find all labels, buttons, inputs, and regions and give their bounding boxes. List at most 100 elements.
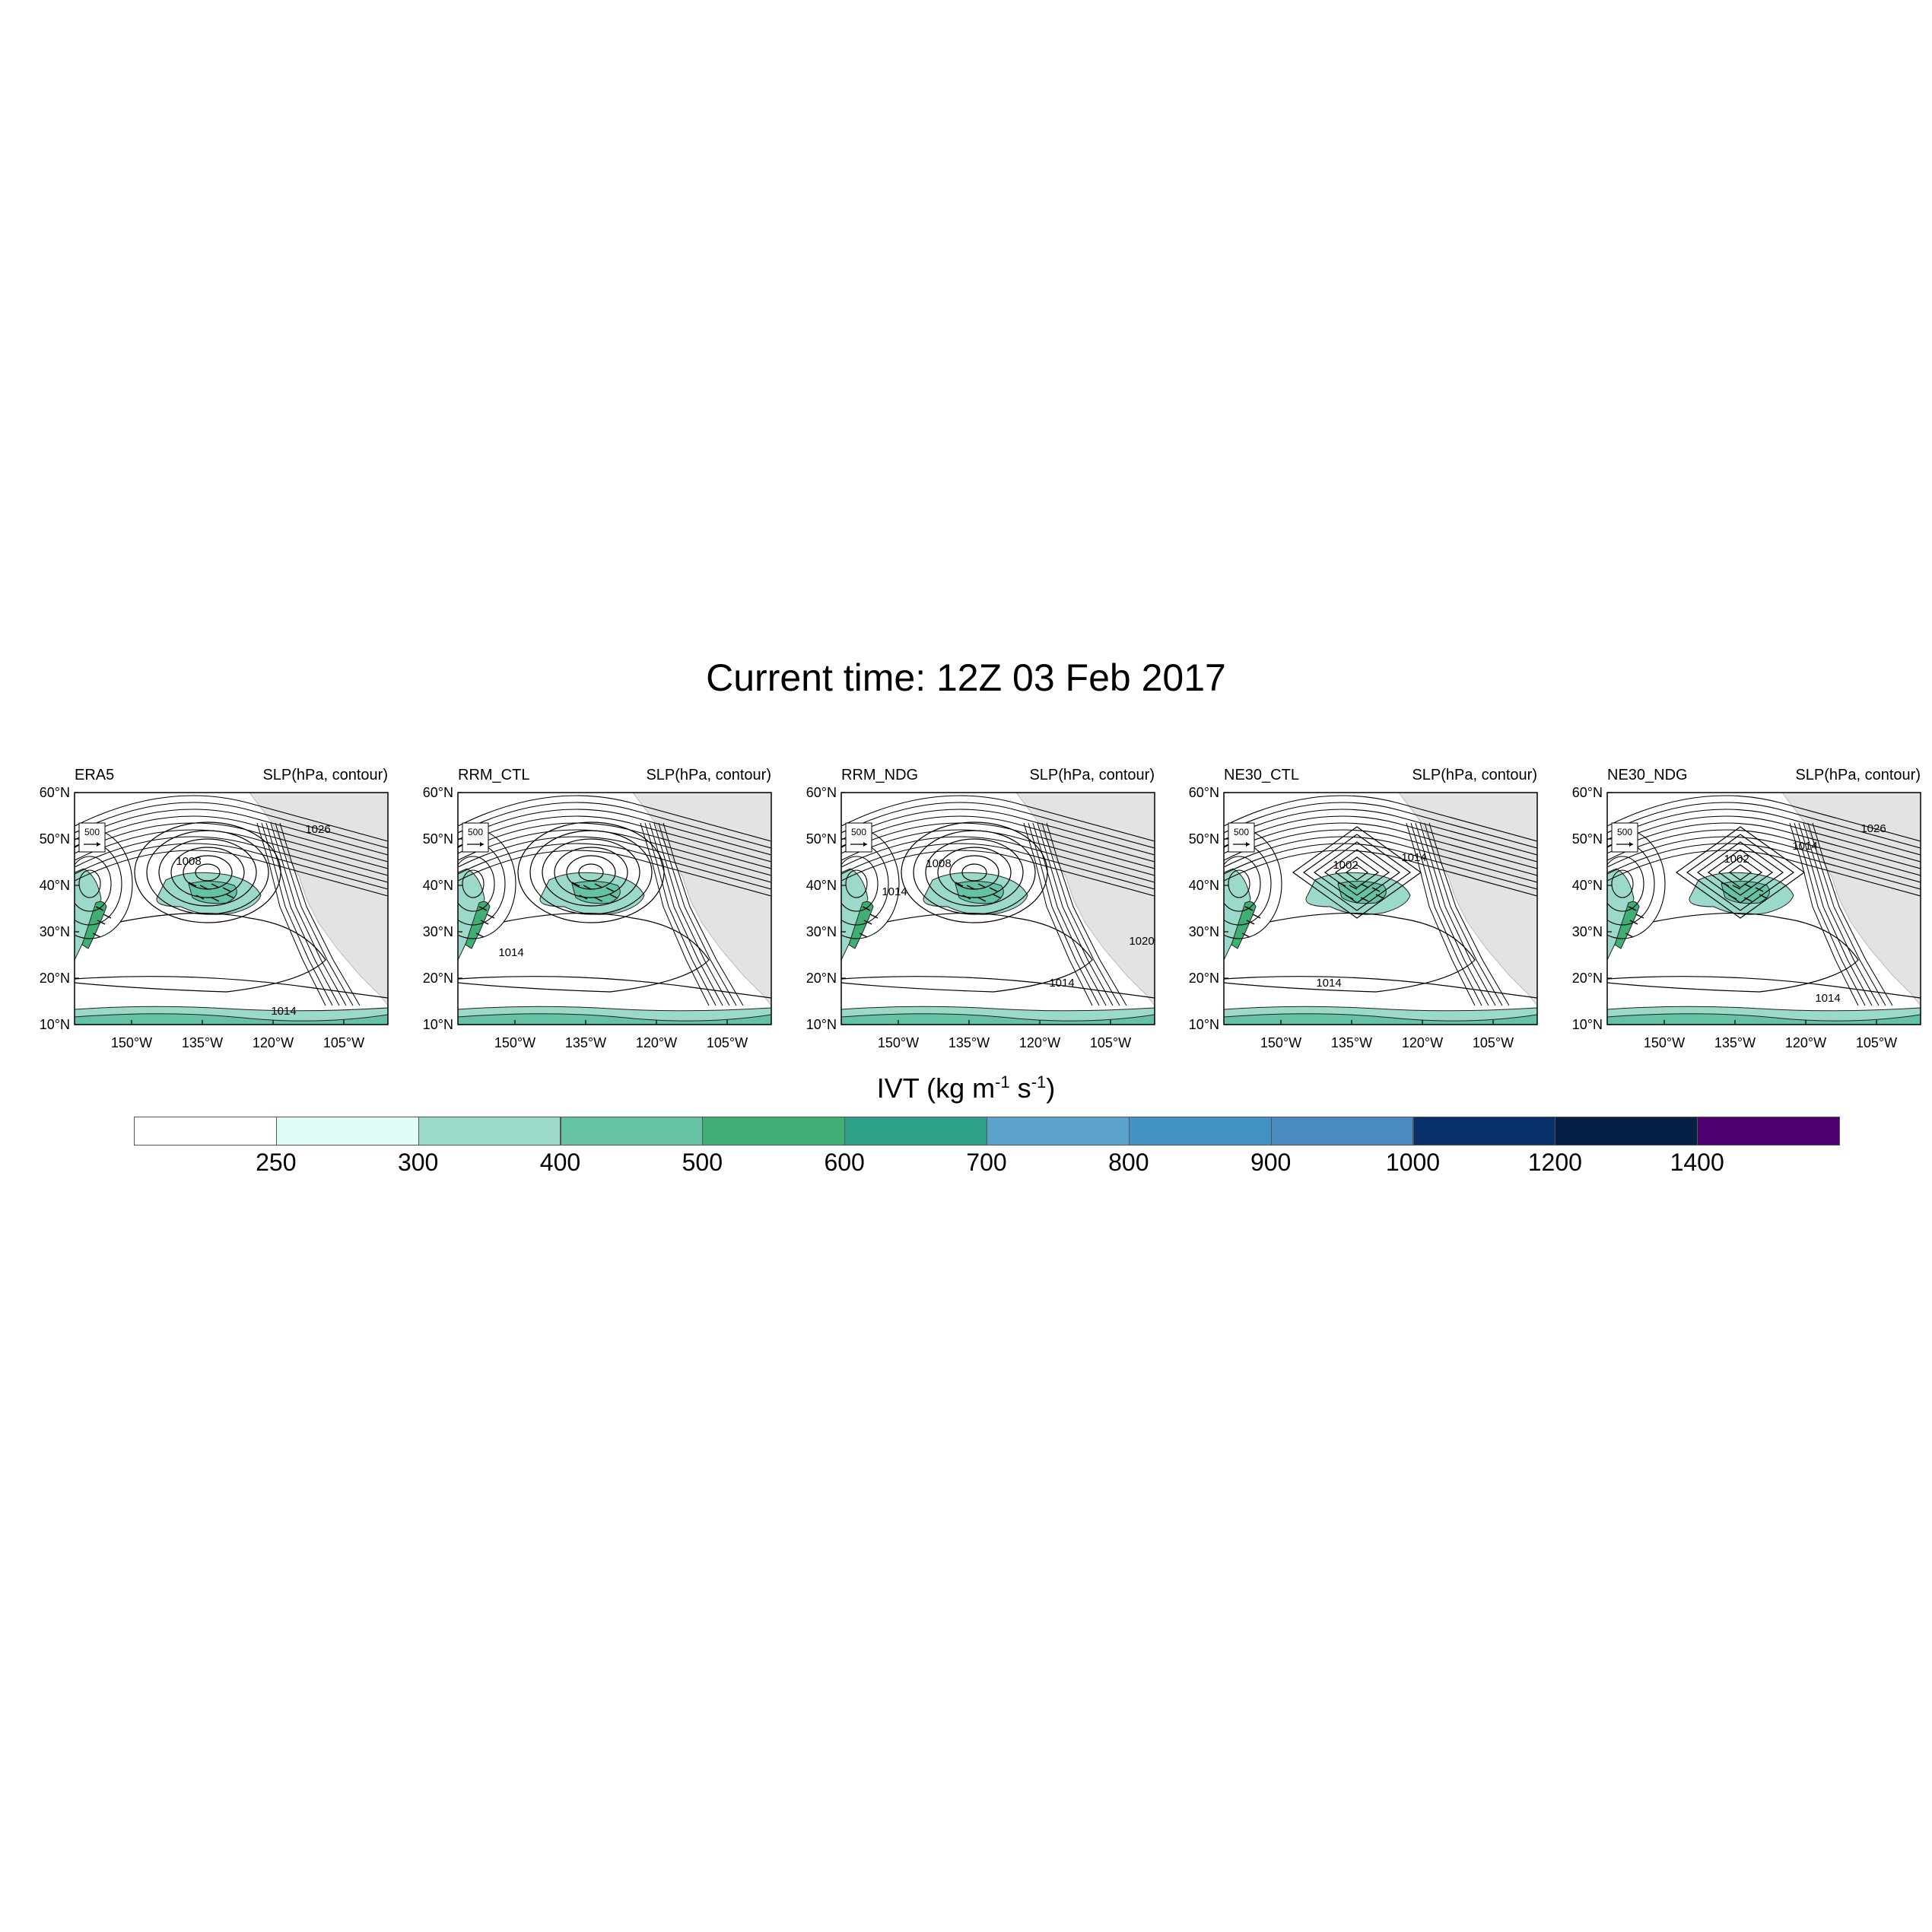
wind-vector: [480, 920, 489, 925]
lat-tick-label: 50°N: [40, 831, 70, 847]
wind-vector: [195, 895, 205, 900]
lat-tick-label: 20°N: [40, 971, 70, 986]
wind-vector: [1349, 885, 1358, 890]
wind-vector: [211, 897, 220, 902]
contour-label: 1014: [1401, 851, 1426, 864]
wind-vector: [594, 897, 603, 902]
reference-vector-label: 500: [84, 827, 100, 837]
lon-tick-label: 150°W: [1260, 1035, 1301, 1050]
contour-label: 1014: [1792, 840, 1817, 853]
lon-tick-label: 135°W: [1714, 1035, 1756, 1050]
wind-vector: [977, 897, 987, 902]
ivt-band-mid: [1224, 1013, 1537, 1025]
lon-tick-label: 135°W: [565, 1035, 606, 1050]
lat-tick-label: 60°N: [1189, 785, 1219, 800]
lat-tick-label: 50°N: [1572, 831, 1603, 847]
map-frame: [1223, 792, 1538, 1025]
contour-label: 1002: [1724, 853, 1749, 866]
wind-vector: [103, 914, 112, 919]
lat-tick-label: 40°N: [423, 878, 453, 893]
wind-vector: [962, 895, 971, 900]
contour-label: 1014: [1316, 977, 1341, 990]
map-panel-rrm-ndg: RRM_NDG SLP(hPa, contour) 1008 1014 1014 1020…: [790, 761, 1185, 1072]
reference-vector-box: [462, 822, 489, 853]
lat-tick-label: 20°N: [1572, 971, 1603, 986]
wind-vector: [977, 883, 987, 888]
panel-right-title: SLP(hPa, contour): [1795, 767, 1921, 783]
lat-tick-label: 10°N: [1572, 1017, 1603, 1032]
wind-vector: [993, 894, 1002, 899]
colorbar-tick-label: 400: [539, 1149, 581, 1176]
reference-vector-box: [1611, 822, 1638, 853]
reference-vector-label: 500: [468, 827, 483, 837]
lon-tick-label: 135°W: [182, 1035, 223, 1050]
colorbar-segment: [275, 1117, 419, 1146]
wind-vector: [95, 906, 104, 911]
wind-vector: [1732, 885, 1741, 890]
lat-tick-label: 60°N: [40, 785, 70, 800]
lat-tick-label: 30°N: [1572, 924, 1603, 939]
wind-vector: [1721, 882, 1730, 887]
colorbar-segment: [1270, 1117, 1414, 1146]
land-north-america: [1781, 793, 1921, 1006]
wind-vector: [211, 883, 220, 888]
panel-left-title: RRM_CTL: [458, 767, 530, 783]
lat-tick-label: 50°N: [806, 831, 837, 847]
ivt-core-west: [1614, 901, 1640, 949]
lon-tick-label: 120°W: [636, 1035, 677, 1050]
colorbar-tick-label: 800: [1108, 1149, 1149, 1176]
contour-label: 1008: [926, 857, 951, 870]
lon-tick-label: 105°W: [323, 1035, 364, 1050]
colorbar-segment: [1697, 1117, 1840, 1146]
colorbar-segment: [134, 1117, 277, 1146]
contour-label: 1020: [1129, 935, 1154, 948]
wind-vector: [222, 887, 231, 892]
panel-right-title: SLP(hPa, contour): [262, 767, 388, 783]
contour-label: 1026: [305, 823, 330, 836]
lat-tick-label: 50°N: [1189, 831, 1219, 847]
reference-vector-label: 500: [1234, 827, 1249, 837]
wind-vector: [1360, 897, 1369, 902]
lat-tick-label: 30°N: [1189, 924, 1219, 939]
ivt-band-mid: [75, 1013, 388, 1025]
colorbar-labels: 250 300 400 500 600 700 800 900 1000 1200 1400: [0, 1149, 1932, 1179]
colorbar-tick-label: 1400: [1670, 1149, 1724, 1176]
colorbar-segment: [418, 1117, 561, 1146]
colorbar-segment: [702, 1117, 846, 1146]
colorbar-segment: [844, 1117, 987, 1146]
wind-vector: [1375, 894, 1384, 899]
lon-tick-label: 120°W: [1785, 1035, 1826, 1050]
wind-vector: [1759, 894, 1768, 899]
ivt-core-west: [1231, 901, 1257, 949]
wind-vector: [869, 914, 879, 919]
map-panel-ne30-ctl: NE30_CTL SLP(hPa, contour) 1002 1014 1014 500…: [1172, 761, 1568, 1072]
wind-vector: [1755, 887, 1764, 892]
ivt-core-west: [848, 901, 874, 949]
wind-vector: [1728, 895, 1737, 900]
colorbar-tick-label: 250: [256, 1149, 297, 1176]
lat-tick-label: 10°N: [1189, 1017, 1219, 1032]
map-frame: [840, 792, 1155, 1025]
map-frame: [457, 792, 772, 1025]
wind-vector: [966, 885, 975, 890]
map-plot: 1008 1014 1014 1020 500 60°N 50°N 40°N 30°N 20°N 1…: [806, 785, 1155, 1050]
wind-vector: [594, 883, 603, 888]
lon-tick-label: 105°W: [1090, 1035, 1131, 1050]
wind-vector: [1743, 897, 1752, 902]
wind-vector: [989, 887, 998, 892]
reference-vector-label: 500: [851, 827, 866, 837]
wind-vector: [863, 920, 872, 925]
panel-left-title: NE30_CTL: [1224, 767, 1299, 783]
lat-tick-label: 30°N: [423, 924, 453, 939]
panel-right-title: SLP(hPa, contour): [1029, 767, 1155, 783]
panel-right-title: SLP(hPa, contour): [646, 767, 771, 783]
colorbar: [134, 1117, 1840, 1146]
map-panel-ne30-ndg: NE30_NDG SLP(hPa, contour) 1002 1014 1026 101…: [1555, 761, 1932, 1072]
lat-tick-label: 50°N: [423, 831, 453, 847]
land-north-america: [1015, 793, 1155, 1006]
colorbar-segment: [1128, 1117, 1272, 1146]
lat-tick-label: 30°N: [40, 924, 70, 939]
wind-vector: [475, 933, 485, 938]
colorbar-title: IVT (kg m-1 s-1): [876, 1072, 1056, 1104]
wind-vector: [862, 906, 871, 911]
